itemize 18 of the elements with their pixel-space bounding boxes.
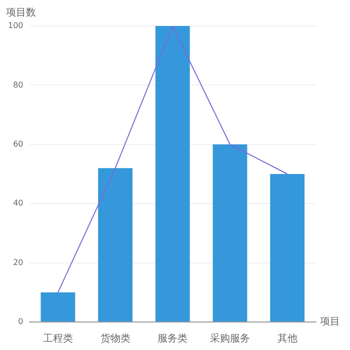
bar [155, 26, 190, 322]
y-tick-label: 100 [8, 21, 24, 30]
bar [98, 168, 132, 322]
bar [212, 144, 248, 322]
y-axis-title: 项目数 [6, 8, 36, 19]
x-tick-label: 其他 [277, 332, 298, 345]
bar [40, 292, 76, 322]
x-tick-label: 工程类 [42, 332, 73, 345]
y-tick-label: 60 [13, 139, 24, 148]
bar [270, 174, 305, 322]
x-tick-label: 服务类 [158, 332, 188, 345]
x-axis-title: 项目 [320, 316, 340, 328]
y-tick-label: 0 [18, 317, 24, 326]
y-tick-label: 80 [13, 80, 24, 90]
y-tick-label: 40 [13, 198, 24, 208]
x-tick-label: 货物类 [100, 332, 130, 345]
y-tick-label: 20 [13, 258, 24, 267]
x-tick-label: 采购服务 [210, 332, 250, 345]
